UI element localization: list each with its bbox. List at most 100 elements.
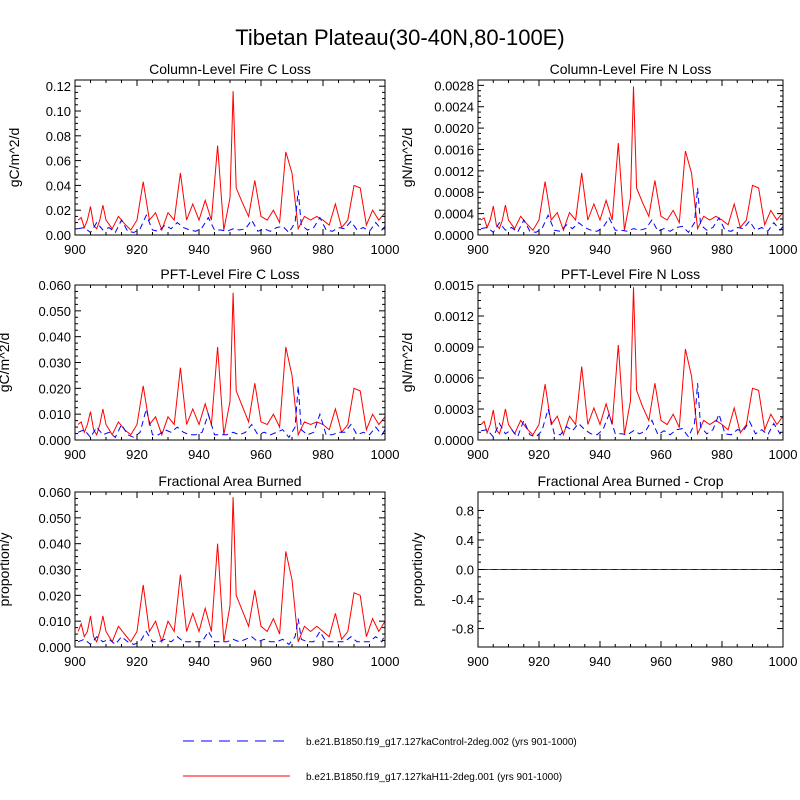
x-tick-label: 980: [711, 654, 733, 669]
panel-title: Column-Level Fire N Loss: [550, 61, 712, 77]
panel-title: Fractional Area Burned: [158, 473, 301, 489]
x-tick-label: 980: [312, 447, 334, 462]
series-line-h11: [77, 497, 386, 644]
x-tick-label: 920: [528, 242, 550, 257]
y-tick-label: 0.0: [456, 563, 474, 578]
y-tick-label: 0.030: [38, 563, 71, 578]
y-tick-label: 0.000: [38, 640, 71, 655]
x-tick-label: 900: [467, 447, 489, 462]
x-tick-label: 1000: [371, 654, 400, 669]
x-tick-label: 940: [188, 447, 210, 462]
x-tick-label: 940: [188, 654, 210, 669]
series-line-control: [481, 383, 784, 438]
x-tick-label: 960: [650, 447, 672, 462]
x-tick-label: 960: [650, 242, 672, 257]
y-tick-label: 0.040: [38, 537, 71, 552]
x-tick-label: 900: [467, 242, 489, 257]
y-tick-label: 0.0012: [434, 164, 474, 179]
panel-2: 900 920 940 960 980 1000 0.0000 0.0004 0.0008 0.0…: [399, 61, 797, 257]
y-tick-label: 0.0020: [434, 121, 474, 136]
y-axis-label: gN/m^2/d: [399, 333, 415, 392]
y-tick-label: 0.010: [38, 614, 71, 629]
y-tick-label: 0.0012: [434, 309, 474, 324]
x-tick-label: 980: [312, 654, 334, 669]
y-tick-label: 0.0004: [434, 207, 474, 222]
series-line-h11: [77, 91, 386, 232]
y-tick-label: 0.0003: [434, 402, 474, 417]
x-tick-label: 920: [126, 447, 148, 462]
y-tick-label: 0.0028: [434, 78, 474, 93]
y-tick-label: 0.0008: [434, 185, 474, 200]
y-tick-label: 0.0024: [434, 100, 474, 115]
y-tick-label: 0.00: [46, 228, 71, 243]
legend: b.e21.B1850.f19_g17.127kaControl-2deg.00…: [183, 737, 577, 783]
panel-1: 900 920 940 960 980 1000 0.00 0.02 0.04 0.06 0.08 0…: [6, 61, 399, 257]
x-tick-label: 940: [589, 242, 611, 257]
y-tick-label: 0.02: [46, 203, 71, 218]
y-tick-label: 0.0000: [434, 433, 474, 448]
series-line-control: [78, 190, 386, 234]
x-tick-label: 920: [528, 654, 550, 669]
series-line-control: [77, 385, 386, 439]
x-tick-label: 1000: [371, 242, 400, 257]
y-tick-label: 0.0000: [434, 228, 474, 243]
panel-3: 900 920 940 960 980 1000 0.000 0.010 0.020 0.030 0…: [0, 266, 399, 462]
series-line-control: [481, 187, 784, 234]
x-tick-label: 1000: [769, 447, 798, 462]
x-tick-label: 1000: [371, 447, 400, 462]
x-tick-label: 1000: [769, 654, 798, 669]
panel-title: Column-Level Fire C Loss: [149, 61, 311, 77]
x-tick-label: 920: [126, 242, 148, 257]
y-tick-label: 0.0009: [434, 340, 474, 355]
x-tick-label: 960: [250, 242, 272, 257]
x-tick-label: 960: [250, 447, 272, 462]
y-tick-label: 0.04: [46, 178, 71, 193]
panel-5: 900 920 940 960 980 1000 0.000 0.010 0.020 0.030 0…: [0, 473, 399, 669]
panel-title: PFT-Level Fire C Loss: [160, 266, 299, 282]
y-tick-label: 0.06: [46, 154, 71, 169]
legend-label-h11: b.e21.B1850.f19_g17.127kaH11-2deg.001 (y…: [306, 772, 562, 783]
legend-label-control: b.e21.B1850.f19_g17.127kaControl-2deg.00…: [306, 737, 577, 748]
y-tick-label: -0.4: [452, 592, 474, 607]
x-tick-label: 940: [188, 242, 210, 257]
y-tick-label: 0.8: [456, 503, 474, 518]
series-line-control: [77, 618, 386, 646]
x-tick-label: 980: [711, 447, 733, 462]
x-tick-label: 1000: [769, 242, 798, 257]
y-tick-label: 0.050: [38, 511, 71, 526]
y-tick-label: 0.12: [46, 79, 71, 94]
plot-frame: [74, 491, 386, 648]
y-axis-label: gC/m^2/d: [6, 128, 22, 187]
y-tick-label: 0.0015: [434, 278, 474, 293]
plot-frame: [477, 79, 784, 236]
y-tick-label: 0.040: [38, 330, 71, 345]
y-axis-label: proportion/y: [0, 533, 12, 607]
y-tick-label: 0.0016: [434, 142, 474, 157]
y-tick-label: 0.4: [456, 533, 474, 548]
y-tick-label: -0.8: [452, 622, 474, 637]
plot-frame: [74, 284, 386, 441]
series-line-h11: [480, 86, 784, 232]
x-tick-label: 900: [64, 447, 86, 462]
y-tick-label: 0.030: [38, 356, 71, 371]
x-tick-label: 920: [528, 447, 550, 462]
x-tick-label: 900: [467, 654, 489, 669]
y-tick-label: 0.000: [38, 433, 71, 448]
y-tick-label: 0.10: [46, 104, 71, 119]
series-line-h11: [480, 287, 784, 437]
x-tick-label: 900: [64, 242, 86, 257]
x-tick-label: 920: [126, 654, 148, 669]
panel-6: 900 920 940 960 980 1000 -0.8 -0.4 0.0 0.4 0.8 Frac…: [409, 473, 797, 669]
panel-4: 900 920 940 960 980 1000 0.0000 0.0003 0.0006 0.0…: [399, 266, 797, 462]
y-tick-label: 0.060: [38, 278, 71, 293]
panel-title: PFT-Level Fire N Loss: [561, 266, 700, 282]
panel-title: Fractional Area Burned - Crop: [538, 473, 724, 489]
y-axis-label: proportion/y: [409, 533, 425, 607]
y-tick-label: 0.050: [38, 304, 71, 319]
x-tick-label: 960: [250, 654, 272, 669]
y-tick-label: 0.020: [38, 588, 71, 603]
y-axis-label: gC/m^2/d: [0, 333, 12, 392]
plot-frame: [477, 284, 784, 441]
plot-frame: [74, 79, 386, 236]
